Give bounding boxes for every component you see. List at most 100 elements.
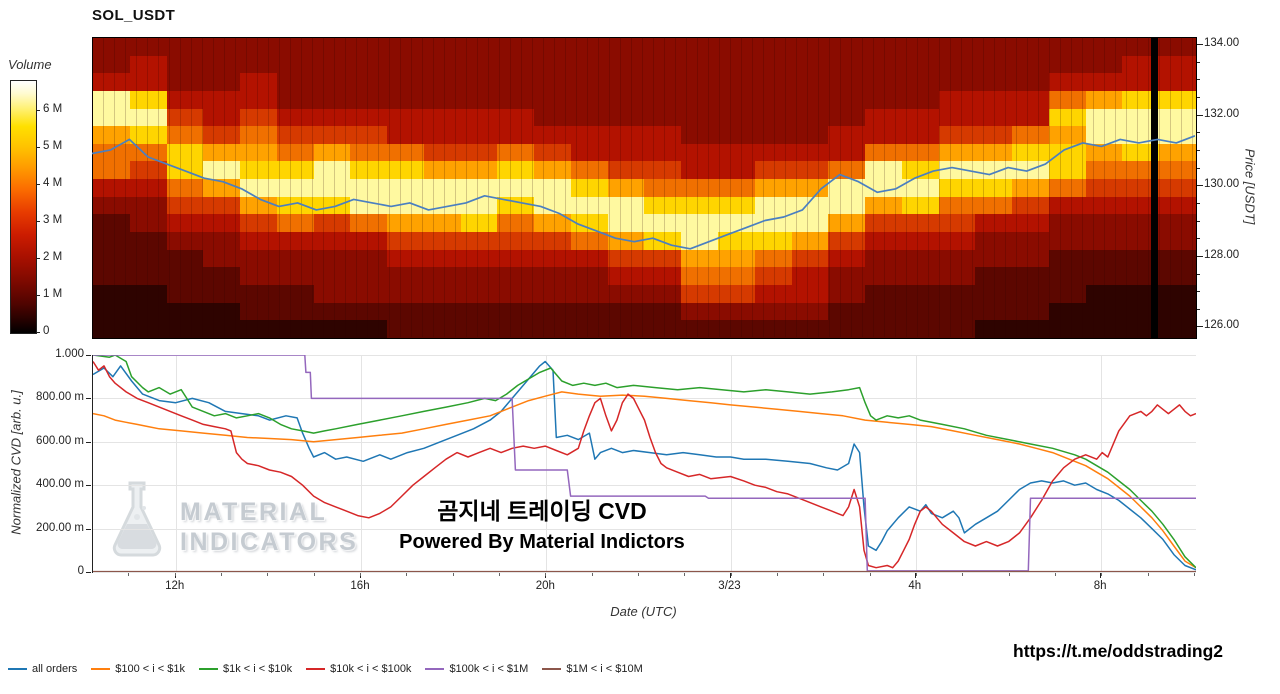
heatmap-cell [240,38,277,56]
heatmap-cell [1012,73,1049,91]
heatmap-cell [313,179,351,197]
heatmap-cell [423,302,461,321]
heatmap-cell [387,267,424,285]
heatmap-cell [497,161,535,180]
heatmap-cell [387,38,424,56]
heatmap-cell [166,302,204,321]
flask-icon [112,481,162,557]
heatmap-cell [901,284,939,303]
heatmap-cell [1122,267,1160,285]
heatmap-cell [1122,284,1160,303]
heatmap-cell [828,126,866,144]
heatmap-cell [938,126,976,144]
heatmap-cell [1159,302,1196,321]
heatmap-cell [240,73,277,91]
heatmap-cell [1122,73,1160,91]
heatmap-cell [423,161,461,180]
heatmap-cell [1012,179,1049,197]
heatmap-cell [865,267,902,285]
heatmap-cell [1012,284,1049,303]
gridline-horizontal [93,528,1196,530]
heatmap-cell [166,214,204,233]
heatmap-cell [166,232,204,250]
heatmap-cell [791,90,829,109]
heatmap-cell [901,161,939,180]
legend-label: all orders [32,663,78,675]
heatmap-cell [901,90,939,109]
heatmap-cell [865,55,902,74]
x-tick-minor [174,573,176,576]
heatmap-cell [1159,161,1196,180]
heatmap-cell [865,302,902,321]
heatmap-cell [1122,302,1160,321]
watermark-line1: MATERIAL [180,498,328,526]
cvd-lines-svg [93,355,1196,572]
price-axis-tick [1197,220,1200,222]
heatmap-cell [791,55,829,74]
heatmap-cell [276,38,314,56]
gridline-horizontal [93,355,1196,356]
heatmap-cell [1012,108,1049,127]
heatmap-cell [865,249,902,268]
overlay-caption-line2: Powered By Material Indictors [399,531,685,553]
heatmap-cell [534,90,571,109]
legend-swatch [425,668,445,670]
heatmap-cell [828,302,866,321]
heatmap-cell [129,108,167,127]
heatmap-cell [276,126,314,144]
heatmap-cell [460,161,498,180]
heatmap-cell [93,108,130,127]
heatmap-cell [607,320,645,338]
heatmap-cell [607,249,645,268]
price-axis-tick [1197,308,1200,310]
x-tick-label: 3/23 [718,580,741,592]
heatmap-cell [754,161,792,180]
heatmap-cell [570,179,608,197]
heatmap-cell [754,55,792,74]
heatmap-cell [497,267,535,285]
heatmap-cell [754,196,792,215]
heatmap-column [754,38,792,338]
heatmap-cell [1085,108,1123,127]
heatmap-cell [644,214,682,233]
heatmap-cell [754,232,792,250]
heatmap-cell [166,196,204,215]
heatmap-cell [313,38,351,56]
heatmap-cell [681,284,719,303]
heatmap-cell [754,143,792,162]
heatmap-cell [644,267,682,285]
heatmap-cell [718,73,755,91]
heatmap-cell [1012,249,1049,268]
heatmap-cell [387,302,424,321]
heatmap-cell [129,249,167,268]
price-axis-tick [1197,202,1200,204]
y-tick-label: 600.00 m [36,434,84,447]
gridline-horizontal [93,572,1196,573]
heatmap-cell [570,267,608,285]
legend-item: $1M < i < $10M [542,663,643,675]
heatmap-column [1048,38,1086,338]
x-tick-minor [777,573,778,576]
colorbar-tick [36,220,40,222]
legend-label: $1k < i < $10k [222,663,293,675]
heatmap-cell [387,55,424,74]
heatmap-cell [1085,267,1123,285]
heatmap-cell [607,302,645,321]
heatmap-cell [828,161,866,180]
heatmap-cell [350,55,388,74]
heatmap-cell [1159,196,1196,215]
x-tick-minor [962,573,964,576]
legend-label: $10k < i < $100k [330,663,412,675]
heatmap-cell [865,161,902,180]
heatmap-cell [313,108,351,127]
heatmap-cell [166,143,204,162]
gridline-vertical [1101,355,1103,572]
heatmap-cell [93,214,130,233]
heatmap-cell [828,320,866,338]
volume-colorbar [10,80,37,334]
heatmap-cell [1159,267,1196,285]
heatmap-cell [1048,232,1086,250]
heatmap-cell [129,232,167,250]
heatmap-cell [276,320,314,338]
x-tick-minor [1008,573,1010,576]
